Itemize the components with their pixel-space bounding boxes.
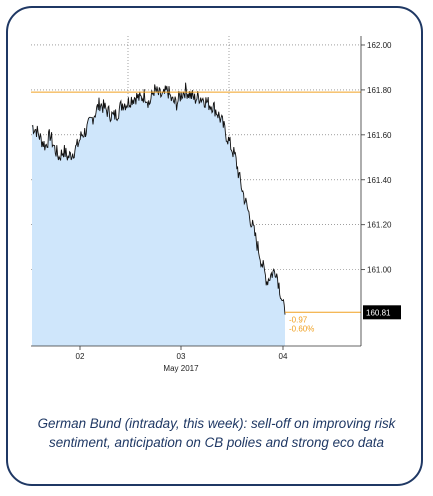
price-area <box>32 82 285 346</box>
area-layer <box>31 82 286 346</box>
y-tick-label: 161.80 <box>367 86 392 95</box>
y-tick-label: 161.60 <box>367 131 392 140</box>
last-price-box <box>363 305 401 320</box>
label-layer: 161.00 161.20 161.40 161.60 161.80 162.00 160.… <box>76 41 401 373</box>
x-axis-label: May 2017 <box>163 364 199 373</box>
y-tick-label: 162.00 <box>367 41 392 50</box>
change-label: -0.60% <box>289 324 314 333</box>
y-tick-label: 161.20 <box>367 221 392 230</box>
x-tick-label: 02 <box>76 352 85 361</box>
last-price-label: 160.81 <box>366 308 391 317</box>
reference-layer <box>31 91 361 313</box>
y-tick-label: 161.00 <box>367 266 392 275</box>
change-label: -0.97 <box>289 315 308 324</box>
price-line <box>31 82 286 315</box>
x-tick-label: 04 <box>279 352 288 361</box>
chart-caption: German Bund (intraday, this week): sell-… <box>37 416 396 450</box>
axis-layer <box>31 36 365 350</box>
x-tick-label: 03 <box>177 352 186 361</box>
y-tick-label: 161.40 <box>367 176 392 185</box>
